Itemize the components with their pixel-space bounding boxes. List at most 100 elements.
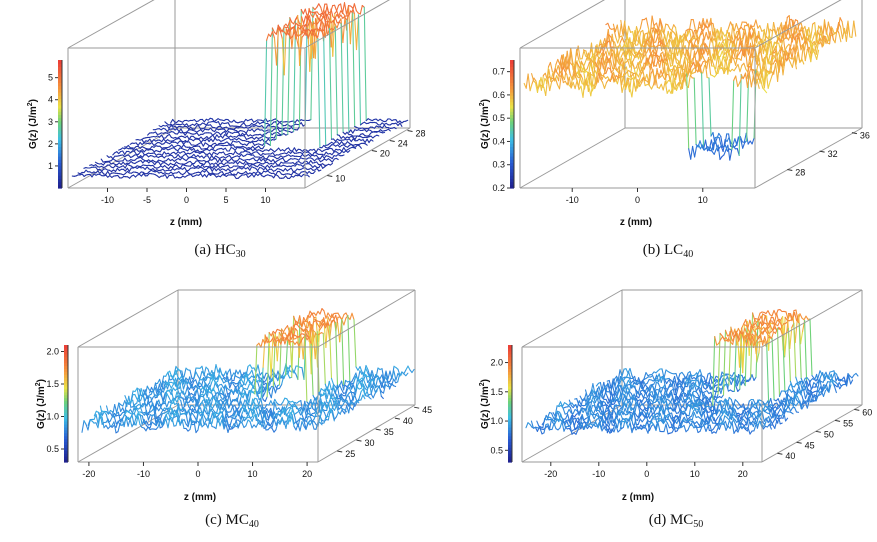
panel-a-series-line (205, 121, 209, 126)
panel-b-series-line (793, 44, 797, 66)
panel-c-series-line (359, 366, 363, 373)
panel-b-series-line (643, 76, 647, 82)
panel-b-series-line (615, 56, 619, 64)
panel-a-series-line (287, 28, 291, 40)
panel-a-series-line (200, 173, 204, 178)
panel-b-series-line (764, 42, 768, 56)
panel-c-series-line (349, 312, 353, 321)
panel-b-series-line (631, 41, 635, 49)
panel-a-caption-subscript: 30 (236, 249, 246, 260)
panel-c-series-line (124, 395, 128, 402)
panel-b-colorbar-segment (510, 72, 514, 77)
panel-a-series-line (200, 142, 204, 147)
panel-a-series-line (170, 118, 174, 124)
panel-a-colorbar-segment (58, 92, 62, 96)
panel-c-series-line (395, 372, 399, 381)
panel-b-series-line (617, 36, 621, 44)
panel-b-series-line (724, 29, 728, 47)
panel-a-series-line (184, 167, 188, 172)
panel-a-series-line (359, 4, 363, 15)
panel-b-series-line (815, 40, 819, 49)
panel-b-series-line (705, 31, 709, 40)
panel-b-series-line (578, 73, 582, 89)
panel-b-colorbar-segment (510, 175, 514, 179)
panel-c-series-line (375, 367, 379, 379)
panel-a-colorbar-segment (58, 149, 62, 154)
panel-b-series-line (697, 21, 701, 32)
panel-b-series-line (841, 27, 846, 40)
panel-b-series-line (624, 71, 628, 76)
panel-b-series-line (691, 30, 696, 38)
panel-b-series-line (645, 58, 649, 63)
panel-a-series-line (289, 19, 293, 50)
panel-b-series-line (637, 62, 641, 73)
panel-b-series-line (771, 69, 775, 76)
panel-b-series-line (621, 83, 625, 93)
panel-c-series-line (399, 371, 403, 377)
panel-b-series-line (713, 65, 717, 75)
panel-b-series-line (687, 69, 691, 76)
panel-b-series-line (635, 79, 639, 92)
panel-a-series-line (399, 122, 403, 127)
panel-b-series-line (613, 28, 617, 38)
panel-b-series-line (664, 52, 668, 62)
panel-b-series-line (667, 65, 671, 82)
panel-b-series-line (673, 69, 677, 78)
panel-c-series-line (171, 374, 175, 381)
panel-b-series-line (540, 74, 544, 91)
panel-a-series-line (266, 155, 270, 160)
panel-b-series-line (715, 54, 719, 70)
panel-b-series-line (729, 21, 733, 27)
panel-b-chart: -10 0 10 28 32 36 0.2 0.3 0.4 0.5 0.6 0.7 z (mm) G(z)… (479, 0, 870, 260)
panel-a-series-line (198, 145, 202, 150)
panel-b-series-line (746, 66, 750, 80)
panel-b-series-line (839, 26, 844, 40)
panel-b-series-line (750, 46, 754, 59)
panel-a-colorbar-segment (58, 136, 62, 141)
panel-a-y-tick-mark (389, 140, 395, 142)
panel-b-series-line (785, 24, 789, 40)
panel-b-series-line (563, 68, 568, 81)
panel-a-series-line (224, 147, 228, 152)
panel-a-series-line (334, 26, 338, 136)
panel-b-series-line (700, 17, 704, 29)
panel-a-series-line (357, 14, 362, 126)
panel-b-series-line (590, 59, 594, 77)
panel-a-series-line (262, 145, 266, 150)
panel-b-series-line (710, 17, 714, 36)
panel-a-series-line (172, 174, 176, 179)
panel-b-series-line (735, 75, 739, 88)
panel-b-series-line (575, 74, 579, 79)
panel-c-series-line (262, 391, 266, 397)
panel-b-series-line (633, 80, 637, 92)
panel-b-series-line (593, 45, 597, 66)
panel-a-z-tick-label: 5 (48, 73, 53, 83)
panel-b-series-line (655, 35, 659, 43)
panel-a-series-line (211, 167, 215, 172)
panel-b-series-line (615, 77, 619, 82)
panel-b-series-line (697, 140, 701, 148)
panel-b-series-line (700, 22, 705, 30)
panel-a-series-line (318, 13, 322, 22)
panel-c-series-line (358, 391, 362, 400)
panel-b-series-line (595, 65, 599, 86)
panel-c-series-line (251, 369, 255, 378)
panel-b-colorbar-segment (510, 149, 514, 154)
panel-a-series-line (122, 150, 126, 155)
panel-b-series-line (743, 132, 747, 143)
panel-a-series-line (331, 155, 335, 160)
panel-b-series-line (643, 58, 647, 70)
panel-b-colorbar-segment (510, 133, 514, 138)
panel-a-series-line (214, 128, 218, 133)
panel-b-series-line (723, 57, 727, 75)
panel-b-series-line (535, 80, 539, 90)
panel-b-series-line (750, 75, 754, 88)
panel-c-series-line (405, 372, 409, 377)
panel-c-series-line (405, 365, 409, 371)
panel-b-series-line (637, 27, 641, 34)
panel-a-series-line (318, 169, 322, 172)
panel-a-x-tick-label: 0 (184, 195, 189, 205)
panel-a-series-line (349, 10, 353, 45)
panel-b-series-line (671, 24, 675, 32)
panel-a-series-line (340, 22, 344, 133)
